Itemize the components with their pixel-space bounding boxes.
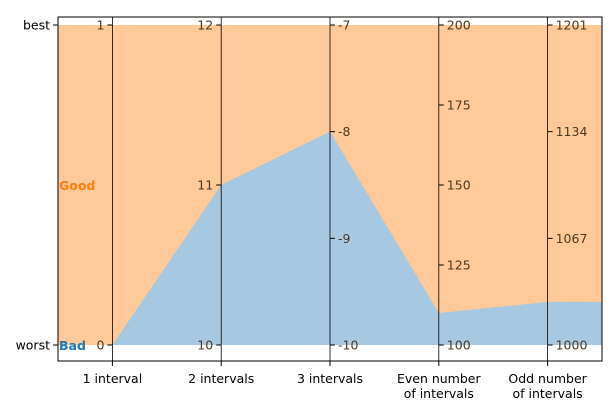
parallel-axis-3: -10 -9 -8 -7: [329, 17, 358, 361]
x-label-2-line-1: 2 intervals: [188, 371, 254, 386]
axis-3-tick-label-3: -7: [338, 18, 350, 33]
axis-4-tick-label-3: 175: [447, 98, 471, 113]
x-label-2: 2 intervals: [188, 371, 254, 386]
y-tick-label-best: best: [23, 18, 50, 33]
axis-5-tick-label-0: 1000: [556, 338, 588, 353]
parallel-axis-5: 1000 1067 1134 1201: [547, 17, 588, 361]
parallel-axis-2: 10 11 12: [197, 17, 222, 361]
x-axis-labels: 1 interval 2 intervals 3 intervals Even num…: [83, 371, 588, 401]
series-label-bad: Bad: [59, 338, 86, 353]
vertical-axes: 01101112-10-9-8-710012515017520010001067…: [96, 17, 587, 361]
x-label-5: Odd number of intervals: [508, 371, 587, 401]
axis-4-tick-label-1: 125: [447, 258, 471, 273]
parallel-axis-1: 01: [96, 17, 113, 361]
axis-4-tick-label-4: 200: [447, 18, 471, 33]
x-label-3: 3 intervals: [297, 371, 363, 386]
parallel-axis-4: 100 125 150 175 200: [438, 17, 471, 361]
axis-5-tick-label-2: 1134: [556, 124, 588, 139]
x-label-5-line-1: Odd number: [508, 371, 587, 386]
x-label-1-line-1: 1 interval: [83, 371, 143, 386]
x-label-4: Even number of intervals: [397, 371, 482, 401]
axis-4-tick-label-0: 100: [447, 338, 471, 353]
series-label-good: Good: [59, 178, 95, 193]
axis-3-tick-label-1: -9: [338, 231, 351, 246]
axis-1-tick-label-0: 0: [96, 338, 104, 353]
x-label-1: 1 interval: [83, 371, 143, 386]
axis-1-tick-label-1: 1: [96, 18, 104, 33]
axis-3-tick-label-0: -10: [338, 338, 358, 353]
x-label-4-line-1: Even number: [397, 371, 482, 386]
x-label-3-line-1: 3 intervals: [297, 371, 363, 386]
series-labels: Good Bad: [59, 178, 95, 353]
axis-5-tick-label-3: 1201: [556, 18, 588, 33]
y-tick-label-worst: worst: [16, 338, 51, 353]
axis-3-tick-label-2: -8: [338, 124, 351, 139]
axis-2-tick-label-2: 12: [197, 18, 213, 33]
axis-2-tick-label-1: 11: [197, 178, 213, 193]
axis-4-tick-label-2: 150: [447, 178, 471, 193]
y-axis: best worst: [16, 18, 58, 353]
x-label-4-line-2: of intervals: [404, 386, 474, 401]
x-label-5-line-2: of intervals: [512, 386, 582, 401]
axis-5-tick-label-1: 1067: [556, 231, 588, 246]
axis-2-tick-label-0: 10: [197, 338, 213, 353]
